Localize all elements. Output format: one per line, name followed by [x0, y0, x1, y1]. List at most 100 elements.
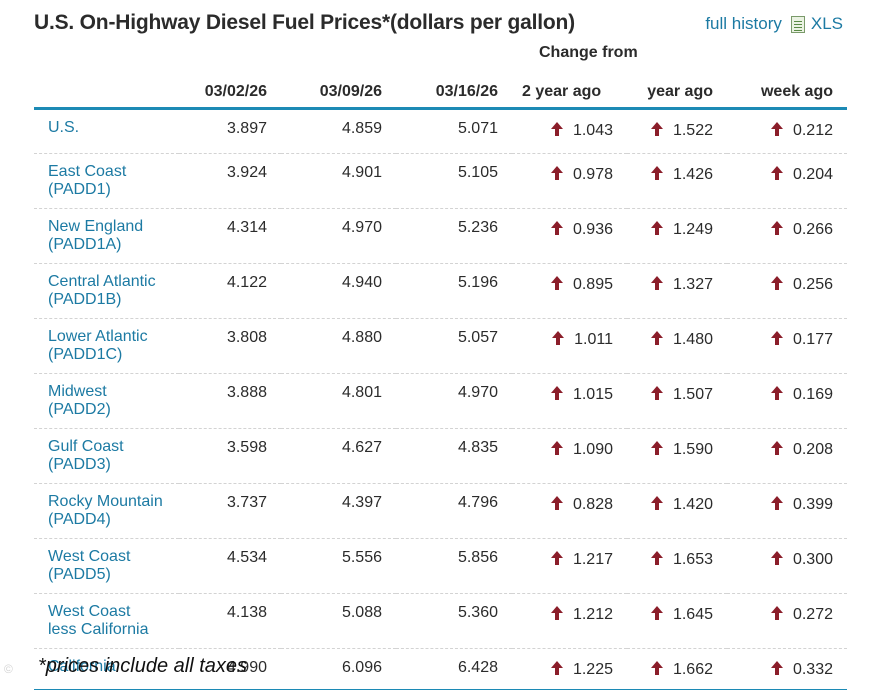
region-link-text[interactable]: Midwest [48, 383, 107, 400]
price-cell-date-1: 3.924 [179, 153, 281, 209]
region-link-text[interactable]: (PADD4) [48, 511, 111, 528]
region-link-text[interactable]: (PADD1) [48, 181, 111, 198]
table-row: East Coast (PADD1) 3.924 4.901 5.105 0.978 1.4… [34, 153, 847, 209]
region-link-text[interactable]: California [48, 658, 116, 675]
table-row: Gulf Coast (PADD3) 3.598 4.627 4.835 1.090 1.5… [34, 428, 847, 484]
change-year-cell: 1.507 [627, 373, 727, 429]
table-row: Midwest (PADD2) 3.888 4.801 4.970 1.015 1.507 0… [34, 373, 847, 429]
price-cell-date-1: 3.888 [179, 373, 281, 429]
table-row: U.S. 3.897 4.859 5.071 1.043 1.522 0.212 [34, 108, 847, 154]
change-value: 0.177 [792, 331, 833, 348]
change-value: 0.399 [792, 496, 833, 513]
change-value: 0.169 [792, 386, 833, 403]
change-value: 0.978 [572, 166, 613, 183]
change-value: 1.662 [672, 661, 713, 678]
change-two-year-cell: 1.225 [512, 648, 627, 690]
change-year-cell: 1.327 [627, 263, 727, 319]
arrow-up-icon [650, 221, 663, 235]
region-cell[interactable]: West Coast less California [34, 593, 179, 649]
region-link-text[interactable]: West Coast [48, 548, 131, 565]
table-row: West Coast less California 4.138 5.088 5.360… [34, 593, 847, 649]
region-link-text[interactable]: (PADD3) [48, 456, 111, 473]
price-cell-date-3: 4.970 [396, 373, 512, 429]
change-value: 1.507 [672, 386, 713, 403]
price-cell-date-1: 4.314 [179, 208, 281, 264]
change-value: 0.266 [792, 221, 833, 238]
region-cell[interactable]: Central Atlantic (PADD1B) [34, 263, 179, 319]
price-cell-date-2: 4.940 [281, 263, 396, 319]
change-value: 0.828 [572, 496, 613, 513]
change-week-cell: 0.204 [727, 153, 847, 209]
change-value: 0.204 [792, 166, 833, 183]
change-week-cell: 0.177 [727, 318, 847, 374]
region-link-text[interactable]: (PADD1A) [48, 236, 122, 253]
change-year-cell: 1.590 [627, 428, 727, 484]
region-link-text[interactable]: Rocky Mountain [48, 493, 163, 510]
region-cell[interactable]: Midwest (PADD2) [34, 373, 179, 429]
change-two-year-cell: 0.936 [512, 208, 627, 264]
change-year-cell: 1.249 [627, 208, 727, 264]
price-cell-date-2: 5.556 [281, 538, 396, 594]
region-cell[interactable]: Rocky Mountain (PADD4) [34, 483, 179, 539]
change-two-year-cell: 1.011 [512, 318, 627, 374]
change-value: 0.256 [792, 276, 833, 293]
arrow-up-icon [770, 441, 783, 455]
price-cell-date-1: 4.122 [179, 263, 281, 319]
region-cell[interactable]: California [34, 648, 179, 690]
region-link-text[interactable]: West Coast [48, 603, 131, 620]
region-link-text[interactable]: Central Atlantic [48, 273, 156, 290]
change-week-cell: 0.332 [727, 648, 847, 690]
region-link-text[interactable]: Lower Atlantic [48, 328, 148, 345]
price-cell-date-1: 3.737 [179, 483, 281, 539]
price-cell-date-3: 4.796 [396, 483, 512, 539]
price-cell-date-3: 4.835 [396, 428, 512, 484]
region-link-text[interactable]: East Coast [48, 163, 127, 180]
arrow-up-icon [770, 122, 783, 136]
region-link-text[interactable]: less California [48, 621, 149, 638]
footnote: *prices include all taxes [38, 655, 247, 677]
region-link-text[interactable]: Gulf Coast [48, 438, 124, 455]
region-cell[interactable]: West Coast (PADD5) [34, 538, 179, 594]
arrow-up-icon [650, 331, 663, 345]
region-cell[interactable]: U.S. [34, 108, 179, 154]
region-cell[interactable]: Lower Atlantic (PADD1C) [34, 318, 179, 374]
change-value: 1.522 [672, 122, 713, 139]
price-cell-date-2: 4.970 [281, 208, 396, 264]
change-value: 1.420 [672, 496, 713, 513]
xls-download-link[interactable]: XLS [810, 14, 843, 33]
region-cell[interactable]: New England (PADD1A) [34, 208, 179, 264]
region-link-text[interactable]: New England [48, 218, 144, 235]
change-week-cell: 0.272 [727, 593, 847, 649]
full-history-link[interactable]: full history [705, 14, 782, 33]
arrow-up-icon [650, 276, 663, 290]
price-cell-date-3: 5.071 [396, 108, 512, 154]
spreadsheet-icon[interactable] [790, 15, 805, 33]
region-link-text[interactable]: U.S. [48, 119, 80, 136]
change-year-cell: 1.522 [627, 108, 727, 154]
region-cell[interactable]: Gulf Coast (PADD3) [34, 428, 179, 484]
arrow-up-icon [550, 496, 563, 510]
diesel-prices-table: 03/02/26 03/09/26 03/16/26 2 year ago ye… [34, 72, 847, 690]
arrow-up-icon [550, 551, 563, 565]
arrow-up-icon [770, 386, 783, 400]
arrow-up-icon [770, 276, 783, 290]
change-value: 1.011 [574, 331, 613, 348]
region-cell[interactable]: East Coast (PADD1) [34, 153, 179, 209]
region-link-text[interactable]: (PADD5) [48, 566, 111, 583]
header-week-ago: week ago [727, 72, 847, 110]
region-link-text[interactable]: (PADD2) [48, 401, 111, 418]
header-date-2: 03/09/26 [281, 72, 396, 110]
change-year-cell: 1.480 [627, 318, 727, 374]
change-two-year-cell: 0.978 [512, 153, 627, 209]
change-value: 1.327 [672, 276, 713, 293]
price-cell-date-2: 4.901 [281, 153, 396, 209]
region-link-text[interactable]: (PADD1C) [48, 346, 123, 363]
price-cell-date-3: 5.057 [396, 318, 512, 374]
change-value: 1.426 [672, 166, 713, 183]
arrow-up-icon [770, 606, 783, 620]
change-week-cell: 0.266 [727, 208, 847, 264]
change-week-cell: 0.208 [727, 428, 847, 484]
change-value: 0.300 [792, 551, 833, 568]
change-two-year-cell: 0.828 [512, 483, 627, 539]
region-link-text[interactable]: (PADD1B) [48, 291, 122, 308]
